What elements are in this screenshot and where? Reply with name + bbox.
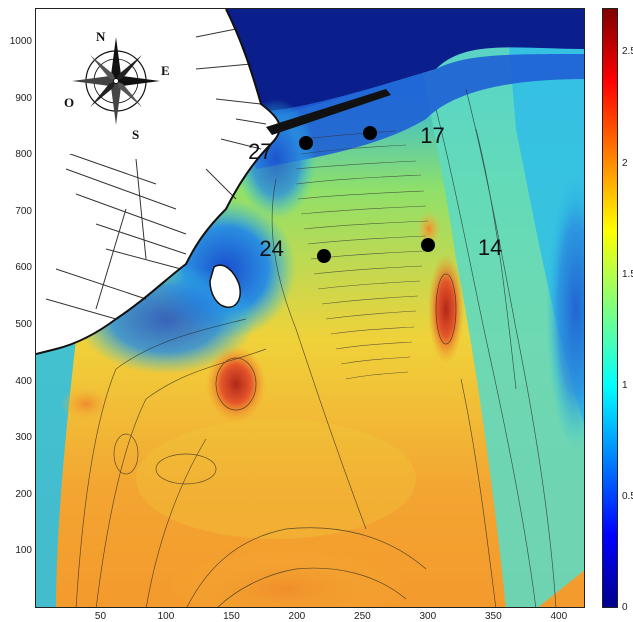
x-tick-label: 150 xyxy=(223,611,240,622)
compass-north-label: N xyxy=(96,29,106,44)
y-tick-label: 700 xyxy=(15,205,32,217)
ripple-contours xyxy=(295,130,429,380)
x-tick-label: 250 xyxy=(354,611,371,622)
compass-rose-icon xyxy=(72,37,160,125)
colorbar-tick-label: 0 xyxy=(622,602,628,613)
y-tick-label: 800 xyxy=(15,149,32,161)
y-tick-label: 200 xyxy=(15,488,32,500)
field-right-edge-blue xyxy=(546,169,584,449)
y-tick-label: 600 xyxy=(15,262,32,274)
colorbar xyxy=(602,8,618,608)
x-tick-label: 350 xyxy=(484,611,502,622)
contour-map xyxy=(36,9,584,607)
y-tick-label: 1000 xyxy=(9,35,32,47)
station-label-14: 14 xyxy=(477,234,503,260)
compass-west-label: O xyxy=(64,95,75,110)
map-plot-area: N E O S xyxy=(35,8,585,608)
station-label-27: 27 xyxy=(248,138,273,164)
y-tick-label: 900 xyxy=(15,92,32,104)
compass-south-label: S xyxy=(132,127,140,142)
station-marker-14 xyxy=(420,237,435,252)
station-marker-27 xyxy=(299,135,314,150)
field-warm-14 xyxy=(417,211,441,247)
field-hotspot-west xyxy=(206,346,266,422)
field-hotspot-east xyxy=(428,254,464,364)
compass-east-label: E xyxy=(161,63,170,78)
station-label-24: 24 xyxy=(259,235,284,261)
contour-lines xyxy=(75,88,557,607)
colorbar-tick-label: 1.5 xyxy=(622,268,633,280)
island xyxy=(209,264,241,308)
field-top-deep-blue xyxy=(216,9,584,119)
field-warm-left xyxy=(61,386,111,422)
y-tick-label: 300 xyxy=(15,432,32,444)
x-tick-label: 200 xyxy=(288,611,306,622)
y-tick-label: 500 xyxy=(15,318,32,330)
x-tick-label: 100 xyxy=(157,611,175,622)
colorbar-tick-label: 2 xyxy=(622,157,628,169)
x-tick-label: 50 xyxy=(94,611,107,622)
colorbar-tick-label: 1 xyxy=(622,379,628,391)
field-top-blue xyxy=(236,54,584,169)
x-tick-label: 300 xyxy=(419,611,437,622)
land-hatching xyxy=(45,28,267,320)
jetty xyxy=(266,89,391,135)
field-warm-bottom xyxy=(166,549,406,607)
field-yellow-mid xyxy=(136,419,416,539)
colorbar-tick-label: 2.5 xyxy=(622,46,633,58)
y-tick-label: 100 xyxy=(15,545,32,557)
station-marker-24 xyxy=(317,248,332,263)
y-tick-label: 400 xyxy=(15,375,32,387)
station-marker-17 xyxy=(363,125,378,140)
colorbar-tick-label: 0.5 xyxy=(622,490,633,502)
x-tick-label: 400 xyxy=(550,611,568,622)
station-label-17: 17 xyxy=(420,122,445,148)
coastline xyxy=(36,9,281,355)
